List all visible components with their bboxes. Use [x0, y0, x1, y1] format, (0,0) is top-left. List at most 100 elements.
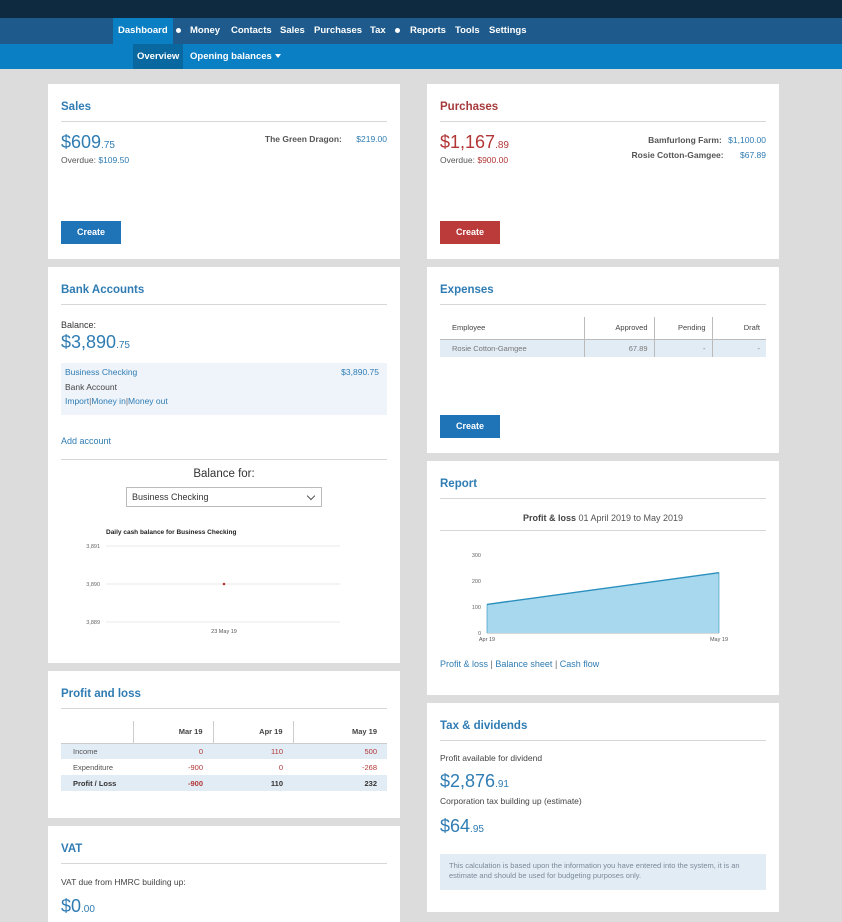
daily-cash-chart: Daily cash balance for Business Checking…: [86, 529, 340, 635]
data-point: [222, 582, 226, 586]
sales-contact-value: $219.00: [356, 134, 387, 144]
nav-money[interactable]: Money: [190, 25, 221, 36]
divider: [440, 121, 766, 122]
tax-note: This calculation is based upon the infor…: [440, 854, 766, 890]
sales-amount: $609: [61, 132, 102, 152]
expenses-create-button[interactable]: Create: [440, 415, 500, 438]
table-row: Profit / Loss -900 110 232: [61, 775, 387, 791]
row-label: Profit / Loss: [61, 775, 133, 791]
nav-purchases[interactable]: Purchases: [314, 25, 363, 36]
purchases-contact-name[interactable]: Rosie Cotton-Gamgee:: [631, 150, 724, 160]
report-title: Report: [440, 478, 478, 490]
sales-panel: Sales $609.75 Overdue: $109.50 The Green…: [48, 84, 400, 259]
table-row[interactable]: Rosie Cotton-Gamgee 67.89 - -: [440, 339, 766, 357]
profit-loss-panel: Profit and loss Mar 19 Apr 19 May 19 Inc…: [48, 671, 400, 818]
nav-contacts[interactable]: Contacts: [231, 25, 272, 36]
main-nav: Dashboard Money Contacts Sales Purchases…: [0, 18, 842, 44]
sales-cents: .75: [101, 140, 115, 151]
balance-sheet-link[interactable]: Balance sheet: [495, 659, 553, 669]
corp-tax-cents: .95: [470, 824, 484, 835]
cell-value: -900: [187, 762, 203, 772]
approved-cell: 67.89: [583, 339, 654, 357]
y-tick: 3,891: [86, 544, 100, 550]
cash-flow-link[interactable]: Cash flow: [559, 659, 600, 669]
employee-cell[interactable]: Rosie Cotton-Gamgee: [440, 339, 584, 357]
column-header: Mar 19: [132, 721, 213, 744]
bank-cents: .75: [116, 340, 130, 351]
profit-loss-link[interactable]: Profit & loss: [440, 659, 489, 669]
report-subtitle-range: 01 April 2019 to May 2019: [575, 513, 684, 523]
pending-cell: -: [653, 339, 712, 357]
cell-value: 110: [213, 775, 293, 791]
cell-value: -900: [133, 775, 213, 791]
purchases-amount: $1,167: [440, 132, 496, 152]
report-links: Profit & loss | Balance sheet | Cash flo…: [440, 659, 599, 669]
column-header: Apr 19: [212, 721, 293, 744]
report-panel: Report Profit & loss 01 April 2019 to Ma…: [427, 461, 779, 695]
money-in-link[interactable]: Money in: [91, 396, 126, 406]
column-header: Pending: [653, 317, 712, 340]
sales-create-button[interactable]: Create: [61, 221, 121, 244]
account-select[interactable]: Business Checking: [126, 487, 322, 507]
nav-sales[interactable]: Sales: [280, 25, 305, 36]
subnav-overview[interactable]: Overview: [133, 44, 184, 69]
vat-panel: VAT VAT due from HMRC building up: $0.00: [48, 826, 400, 922]
nav-tax[interactable]: Tax: [370, 25, 386, 36]
purchases-overdue-label: Overdue:: [440, 155, 475, 165]
subnav-opening-balances-label: Opening balances: [190, 51, 272, 62]
purchases-overdue-value[interactable]: $900.00: [477, 155, 509, 165]
divider: [61, 304, 387, 305]
add-account-link[interactable]: Add account: [61, 436, 112, 446]
import-link[interactable]: Import: [65, 396, 90, 406]
sales-overdue: Overdue: $109.50: [61, 155, 129, 165]
sales-overdue-value[interactable]: $109.50: [98, 155, 130, 165]
cell-value: 500: [293, 743, 387, 759]
tax-dividends-panel: Tax & dividends Profit available for div…: [427, 703, 779, 912]
nav-reports[interactable]: Reports: [410, 25, 446, 36]
column-header: Employee: [440, 317, 584, 340]
sales-total: $609.75: [61, 132, 115, 153]
divider: [61, 121, 387, 122]
notification-dot-icon: [176, 28, 181, 33]
cell-value: -268: [361, 762, 377, 772]
subnav-opening-balances[interactable]: Opening balances: [190, 44, 281, 69]
nav-dashboard[interactable]: Dashboard: [113, 18, 173, 44]
y-tick: 200: [472, 579, 481, 585]
vat-amount: $0: [61, 896, 82, 916]
column-header: [61, 721, 133, 744]
y-tick: 0: [478, 631, 481, 637]
nav-settings[interactable]: Settings: [489, 25, 527, 36]
x-tick: May 19: [710, 637, 728, 643]
purchases-total: $1,167.89: [440, 132, 509, 153]
sub-nav: Overview Opening balances: [0, 44, 842, 69]
profit-dividend-total: $2,876.91: [440, 771, 509, 792]
y-tick: 3,889: [86, 620, 100, 626]
bank-title: Bank Accounts: [61, 284, 145, 296]
purchases-panel: Purchases $1,167.89 Overdue: $900.00 Bam…: [427, 84, 779, 259]
bank-total: $3,890.75: [61, 332, 130, 353]
corp-tax-amount: $64: [440, 816, 471, 836]
row-label: Income: [61, 743, 133, 759]
purchases-overdue: Overdue: $900.00: [440, 155, 508, 165]
purchases-contact-2: Rosie Cotton-Gamgee: $67.89: [632, 150, 766, 160]
y-tick: 100: [472, 605, 481, 611]
nav-tools[interactable]: Tools: [455, 25, 480, 36]
bank-account-type: Bank Account: [65, 382, 117, 392]
report-subtitle-bold: Profit & loss: [522, 513, 576, 523]
sales-title: Sales: [61, 101, 92, 113]
purchases-contact-value: $67.89: [740, 150, 766, 160]
purchases-contact-value: $1,100.00: [728, 135, 766, 145]
money-out-link[interactable]: Money out: [128, 396, 168, 406]
purchases-create-button[interactable]: Create: [440, 221, 500, 244]
sales-contact-name[interactable]: The Green Dragon:: [264, 134, 342, 144]
cell-value: 0: [133, 743, 213, 759]
bank-account-name[interactable]: Business Checking: [65, 367, 138, 377]
y-tick: 3,890: [86, 582, 100, 588]
purchases-title: Purchases: [440, 101, 499, 113]
table-row: Income 0 110 500: [61, 743, 387, 759]
y-tick: 300: [472, 553, 481, 559]
purchases-contact-name[interactable]: Bamfurlong Farm:: [648, 135, 722, 145]
vat-title: VAT: [61, 843, 83, 855]
separator: |: [554, 659, 560, 669]
expenses-table: Employee Approved Pending Draft Rosie Co…: [440, 317, 766, 357]
